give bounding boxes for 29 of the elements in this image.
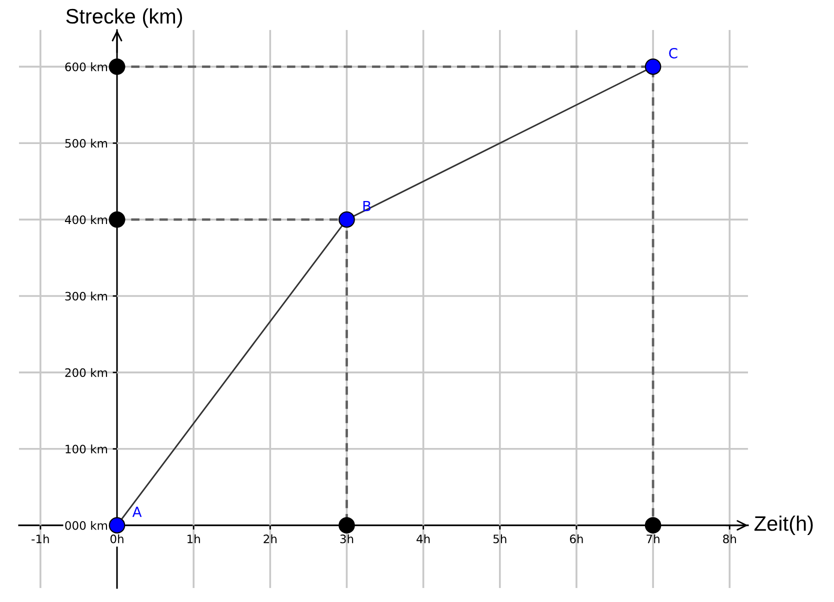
point: [338, 517, 355, 534]
x-tick-label: 7h: [646, 534, 660, 544]
y-tick-label: 200 km: [65, 368, 108, 377]
x-tick-label: 1h: [188, 534, 200, 544]
point: [108, 211, 126, 228]
x-tick-label: 5h: [493, 534, 506, 544]
x-tick-label: -1h: [32, 534, 49, 544]
y-tick-label: 400 km: [64, 215, 108, 224]
y-tick-label: 000 km: [65, 520, 108, 530]
x-tick-label: 4h: [416, 534, 430, 544]
x-tick-label: 0h: [110, 534, 124, 544]
point: [644, 517, 662, 534]
annotation: A: [132, 506, 142, 517]
x-tick-label: 3h: [340, 534, 354, 544]
point: [644, 58, 662, 75]
x-tick-label: 8h: [723, 534, 736, 544]
point: [108, 58, 126, 75]
point: [108, 517, 126, 534]
y-tick-label: 100 km: [66, 444, 108, 454]
point: [338, 211, 355, 228]
y-tick-label: 300 km: [65, 292, 108, 301]
y-axis-title: Strecke (km): [66, 8, 182, 28]
y-tick-label: 500 km: [65, 138, 108, 148]
x-tick-label: 2h: [264, 534, 277, 544]
y-tick-label: 600 km: [65, 62, 108, 72]
annotation: C: [669, 48, 678, 58]
x-tick-label: 6h: [570, 534, 583, 544]
annotation: B: [363, 200, 371, 212]
x-axis-title: Zeit(h): [754, 516, 813, 536]
